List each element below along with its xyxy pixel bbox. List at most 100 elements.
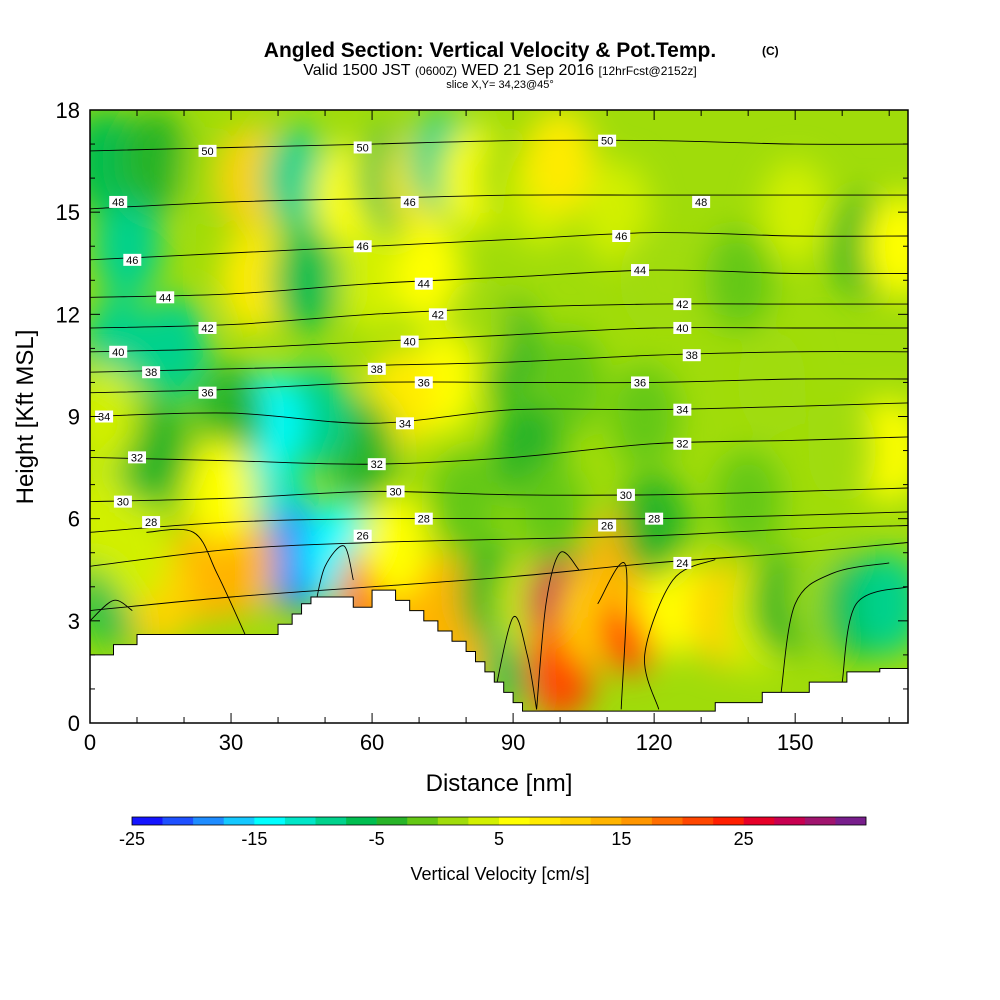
x-tick-label: 60	[360, 730, 384, 755]
theta-contour-labels: 50 50 50 48 46 48 46 46 46 44 44 44 42 42 42 40 40 40 38 38…	[95, 134, 711, 570]
theta-label-text: 46	[615, 231, 627, 243]
y-tick-label: 9	[68, 405, 80, 430]
theta-label-text: 42	[201, 323, 213, 335]
theta-label: 32	[673, 437, 692, 451]
theta-label-text: 38	[371, 364, 383, 376]
theta-label: 28	[645, 512, 664, 526]
x-tick-label: 0	[84, 730, 96, 755]
theta-label: 38	[142, 366, 161, 379]
theta-label: 24	[673, 556, 692, 570]
theta-contour-34	[90, 402, 908, 424]
velocity-cell	[90, 364, 139, 469]
velocity-cell	[864, 194, 908, 299]
theta-label: 34	[95, 410, 114, 424]
x-axis-label: Distance [nm]	[426, 770, 573, 797]
velocity-cell	[737, 330, 806, 435]
theta-label: 28	[414, 512, 433, 526]
valid-prefix: Valid 1500 JST	[303, 62, 411, 79]
velocity-cell	[361, 493, 430, 598]
theta-label-text: 42	[432, 309, 444, 321]
theta-label: 36	[198, 386, 217, 400]
theta-label-text: 46	[404, 197, 416, 209]
theta-contour-40	[90, 327, 908, 353]
theta-label-text: 48	[695, 197, 707, 209]
theta-label-text: 46	[126, 255, 138, 267]
velocity-contour-line	[597, 562, 628, 710]
theta-contour-36	[90, 378, 908, 394]
theta-label: 40	[673, 321, 692, 335]
colorbar-swatch	[407, 817, 439, 825]
colorbar-swatches	[131, 816, 867, 826]
colorbar-label: Vertical Velocity [cm/s]	[410, 864, 589, 884]
velocity-cell	[610, 364, 679, 469]
theta-label-text: 42	[676, 299, 688, 311]
theta-contours	[90, 139, 908, 612]
colorbar-swatch	[254, 817, 286, 825]
theta-label-text: 32	[131, 452, 143, 464]
forecast-info: [12hrFcst@2152z]	[599, 64, 697, 78]
colorbar-swatch	[315, 817, 347, 825]
x-tick-label: 90	[501, 730, 525, 755]
colorbar-swatch	[223, 817, 255, 825]
velocity-cell	[526, 110, 595, 214]
valid-line: Valid 1500 JST (0600Z) WED 21 Sep 2016 […	[303, 62, 696, 79]
slice-info: slice X,Y= 34,23@45°	[446, 79, 554, 91]
valid-utc: (0600Z)	[415, 64, 457, 78]
y-axis-label: Height [Kft MSL]	[12, 330, 39, 505]
velocity-cell	[140, 296, 209, 401]
colorbar-swatch	[193, 817, 225, 825]
theta-label-text: 36	[418, 377, 430, 389]
theta-label: 46	[612, 230, 631, 243]
theta-label: 44	[631, 264, 650, 277]
colorbar: -25 -15 -5 5 15 25 Vertical Velocity [cm/s]	[119, 816, 867, 884]
colorbar-swatch	[437, 817, 469, 825]
velocity-cell	[620, 473, 689, 578]
valid-date: WED 21 Sep 2016	[462, 62, 595, 79]
velocity-contour-line	[90, 599, 133, 622]
theta-label-text: 28	[648, 514, 660, 526]
theta-label-text: 50	[601, 136, 613, 148]
theta-label-text: 24	[676, 558, 688, 570]
colorbar-swatch	[132, 817, 163, 825]
velocity-cell	[90, 466, 134, 571]
theta-label-text: 38	[145, 367, 157, 379]
colorbar-swatch	[560, 817, 592, 825]
theta-label-text: 40	[112, 347, 124, 359]
theta-label-text: 34	[399, 418, 411, 430]
theta-label: 42	[673, 298, 692, 311]
velocity-cell	[220, 228, 289, 333]
colorbar-swatch	[346, 817, 377, 825]
theta-label-text: 30	[117, 497, 129, 509]
theta-contour-50	[90, 139, 908, 152]
theta-label: 32	[367, 458, 386, 471]
velocity-cell	[394, 221, 463, 326]
velocity-contour-line	[315, 545, 354, 604]
theta-label: 30	[386, 485, 405, 498]
theta-label: 44	[414, 277, 433, 291]
theta-label: 30	[616, 488, 635, 502]
colorbar-swatch	[835, 817, 867, 825]
velocity-cell	[262, 126, 331, 231]
colorbar-swatch	[468, 817, 500, 825]
x-tick-label: 150	[777, 730, 814, 755]
velocity-contour-line	[493, 615, 538, 710]
colorbar-swatch	[499, 817, 530, 825]
y-tick-label: 3	[68, 609, 80, 634]
theta-contour-28	[90, 511, 908, 533]
theta-label-text: 30	[620, 490, 632, 502]
theta-contour-48	[90, 194, 908, 210]
colorbar-swatch	[621, 817, 653, 825]
velocity-cell	[338, 228, 407, 333]
theta-label-text: 32	[371, 459, 383, 471]
colorbar-ticks: -25 -15 -5 5 15 25	[119, 829, 754, 849]
colorbar-swatch	[376, 817, 408, 825]
theta-label: 50	[598, 134, 617, 148]
theta-contour-42	[90, 303, 908, 329]
colorbar-tick-label: 15	[611, 829, 631, 849]
velocity-cell	[90, 110, 139, 214]
velocity-contour-line	[644, 559, 716, 710]
theta-label: 40	[400, 335, 419, 349]
theta-label: 30	[113, 495, 132, 509]
theta-label-text: 26	[601, 520, 613, 532]
theta-label-text: 38	[686, 350, 698, 362]
